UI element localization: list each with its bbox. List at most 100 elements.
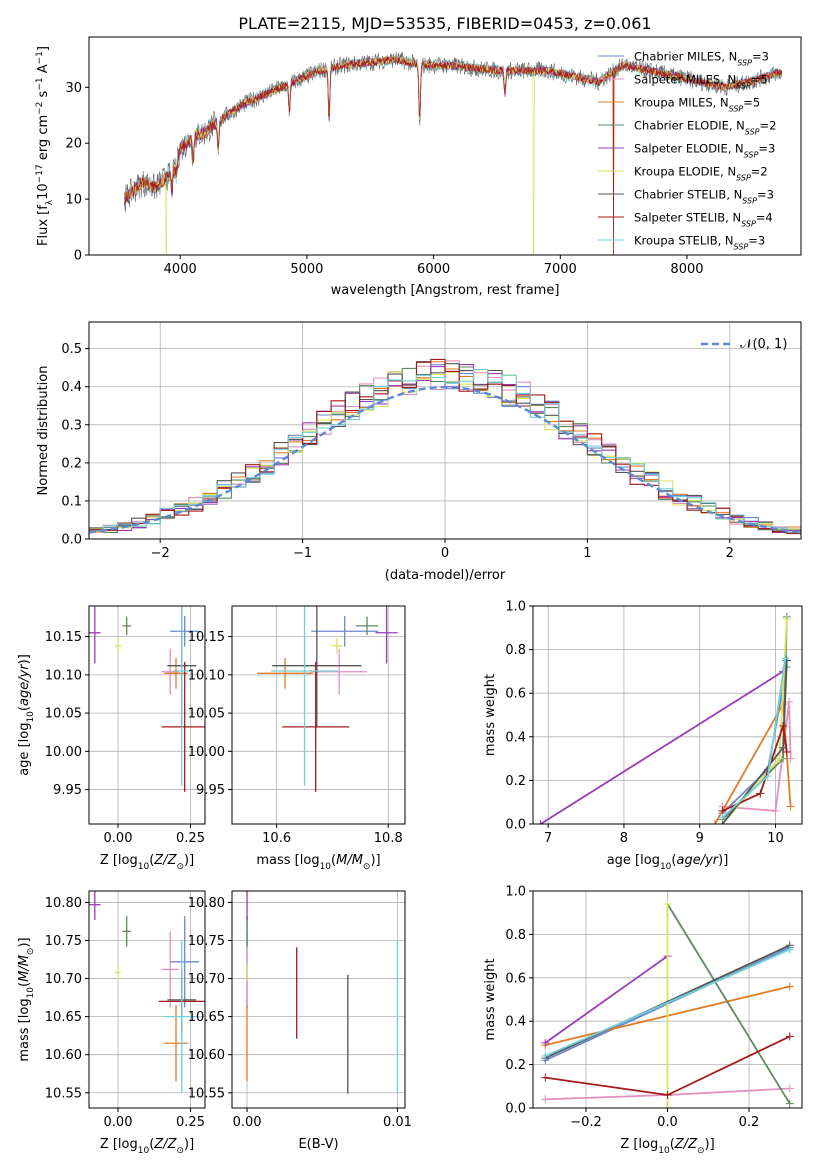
x-tick-label: 7	[544, 831, 552, 846]
legend-label: Chabrier STELIB, NSSP=3	[634, 188, 774, 206]
plot-area	[89, 358, 801, 537]
y-tick-label: 0.4	[505, 730, 526, 745]
weight-marker	[786, 802, 795, 811]
legend-label: Chabrier ELODIE, NSSP=2	[634, 119, 776, 137]
y-tick-label: 10.80	[188, 896, 225, 911]
chart-Z_vs_weight: −0.2 0.0 0.2 0.0 0.2 0.4 0.6 0.8 1.0 Z [log10(Z/Z…	[483, 885, 803, 1156]
weight-marker	[785, 1084, 794, 1093]
errorbar-point-0	[170, 916, 200, 1008]
weight-marker	[785, 1032, 794, 1041]
weight-marker	[779, 721, 788, 730]
x-tick-label: 0.25	[176, 1115, 205, 1130]
weight-marker	[763, 772, 772, 781]
plot-area	[541, 900, 794, 1108]
x-axis-label: Z [log10(Z/Z⊙)]	[100, 853, 194, 872]
y-tick-label: 9.95	[53, 783, 82, 798]
plot-area	[257, 606, 398, 792]
x-tick-label: 0.00	[104, 831, 133, 846]
plot-area	[536, 612, 795, 824]
weight-marker	[541, 1073, 550, 1082]
plot-area	[89, 606, 205, 792]
errorbar-point-4	[89, 891, 101, 920]
x-tick-label: 0.01	[383, 1115, 412, 1130]
y-tick-label: 0.2	[505, 1058, 526, 1073]
errorbar-point-0	[311, 615, 379, 647]
y-tick-label: 20	[65, 137, 82, 152]
weight-marker	[782, 615, 791, 624]
weight-marker	[756, 789, 765, 798]
normal-curve	[89, 385, 801, 534]
errorbar-point-8	[173, 606, 191, 786]
y-tick-label: 10.80	[45, 896, 82, 911]
x-tick-label: 10.8	[374, 831, 403, 846]
y-tick-label: 10	[65, 193, 82, 208]
weight-marker	[771, 806, 780, 815]
y-tick-label: 0.0	[505, 818, 526, 833]
y-tick-label: 10.55	[45, 1086, 82, 1101]
x-axis-label: (data-model)/error	[385, 568, 506, 583]
weight-marker	[782, 748, 791, 757]
errorbar-point-2	[164, 1005, 188, 1082]
weight-marker	[785, 697, 794, 706]
weight-line-7	[722, 725, 788, 812]
legend: 𝒩(0, 1)	[701, 337, 787, 352]
weight-marker	[541, 1051, 550, 1060]
chart-Z_vs_mass: 0.00 0.25 10.55 10.60 10.65 10.70 10.75 10.80 Z …	[17, 890, 206, 1156]
errorbar-point-3	[122, 916, 132, 947]
legend-label: Kroupa ELODIE, NSSP=2	[634, 165, 768, 183]
axes-frame	[532, 605, 803, 825]
figure-title: PLATE=2115, MJD=53535, FIBERID=0453, z=0…	[238, 14, 651, 33]
x-axis-label: mass [log10(M/M⊙)]	[256, 853, 380, 872]
weight-marker	[710, 820, 719, 824]
x-tick-label: 4000	[164, 262, 197, 277]
weight-marker	[663, 900, 672, 909]
spectrum-line-7	[124, 56, 783, 255]
axes-frame	[231, 890, 406, 1109]
chart-spectrum: 4000 5000 6000 7000 8000 0 10 20 30 wavelength [A…	[35, 36, 802, 298]
x-tick-label: 0.25	[176, 831, 205, 846]
errorbar-point-1	[311, 648, 368, 695]
legend-label: Chabrier MILES, NSSP=3	[634, 50, 769, 68]
x-tick-label: 0	[441, 546, 449, 561]
y-tick-label: 0.0	[61, 533, 82, 548]
y-tick-label: 9.95	[196, 783, 225, 798]
y-tick-label: 0.2	[61, 456, 82, 471]
y-tick-label: 10.70	[45, 972, 82, 987]
y-tick-label: 10.55	[188, 1086, 225, 1101]
errorbar-point-7	[161, 661, 205, 792]
y-tick-label: 10.05	[188, 707, 225, 722]
errorbar-point-7	[282, 661, 350, 792]
x-axis-label: age [log10(age/yr)]	[607, 853, 729, 872]
y-tick-label: 10.60	[45, 1048, 82, 1063]
y-tick-label: 10.00	[188, 745, 225, 760]
weight-marker	[775, 754, 784, 763]
y-tick-label: 1.0	[505, 885, 526, 900]
weight-marker	[718, 813, 727, 822]
y-axis-label: mass [log10(M/M⊙)]	[17, 937, 36, 1061]
weight-line-6	[544, 944, 791, 1059]
legend-label: Salpeter MILES, NSSP=5	[634, 73, 768, 91]
y-tick-label: 0.6	[505, 971, 526, 986]
y-axis-label: Normed distribution	[36, 366, 51, 496]
chart-residuals: −2 −1 0 1 2 0.0 0.1 0.2 0.3 0.4 0.5 𝒩(0, 1) (data-mo…	[36, 321, 802, 583]
axes-frame	[88, 36, 802, 256]
y-axis-label: mass weight	[483, 674, 498, 756]
legend-label: Salpeter ELODIE, NSSP=3	[634, 142, 775, 160]
y-tick-label: 0.0	[505, 1102, 526, 1117]
y-axis-label: age [log10(age/yr)]	[17, 654, 36, 776]
y-tick-label: 10.10	[45, 668, 82, 683]
y-tick-label: 0	[74, 249, 82, 264]
x-tick-label: 0.0	[657, 1115, 678, 1130]
y-tick-label: 10.70	[188, 972, 225, 987]
weight-marker	[781, 654, 790, 663]
errorbar-point-4	[89, 606, 101, 664]
x-tick-label: 7000	[544, 262, 577, 277]
legend: Chabrier MILES, NSSP=3 Salpeter MILES, NS…	[598, 50, 776, 251]
y-tick-label: 0.4	[61, 380, 82, 395]
y-tick-label: 10.15	[188, 630, 225, 645]
x-tick-label: 0.00	[104, 1115, 133, 1130]
errorbar-point-0	[170, 615, 200, 647]
weight-marker	[536, 820, 545, 824]
plot-area	[246, 891, 399, 1094]
